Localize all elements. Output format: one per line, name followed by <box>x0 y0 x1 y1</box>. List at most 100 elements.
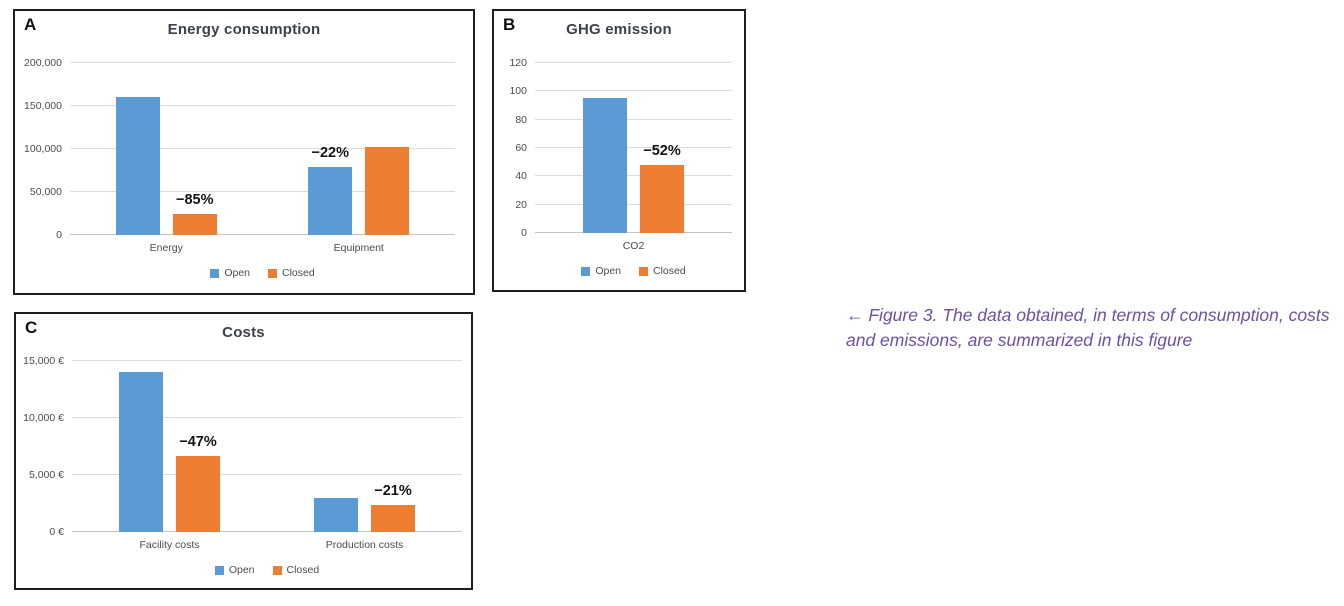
gridline <box>535 118 732 120</box>
gridline <box>535 147 732 148</box>
category-group-production-costs: −21% <box>267 361 462 532</box>
gridline <box>72 474 462 475</box>
y-axis-tick-label: 100,000 <box>24 143 62 155</box>
x-axis-labels: CO2 <box>535 240 732 252</box>
y-axis-tick-label: 10,000 € <box>23 412 64 424</box>
plot-area: 120 100 80 60 40 20 0 −52% <box>509 57 732 239</box>
bar-open-facility-costs <box>119 372 163 532</box>
gridline <box>70 191 455 192</box>
chart-panel-costs: C Costs 15,000 € 10,000 € 5,000 € 0 € −47% −2… <box>14 312 473 590</box>
chart-title-costs: Costs <box>222 324 265 341</box>
chart-legend: Open Closed <box>535 265 732 277</box>
chart-legend: Open Closed <box>72 564 462 576</box>
chart-title-energy-consumption: Energy consumption <box>167 21 321 38</box>
barwrap <box>115 63 160 235</box>
legend-item-open: Open <box>210 267 250 279</box>
barwrap: −22% <box>308 63 353 235</box>
y-axis-tick-label: 5,000 € <box>28 469 64 481</box>
category-label-equipment: Equipment <box>333 242 384 254</box>
legend-item-open: Open <box>214 564 255 576</box>
chart-panel-energy-consumption: A Energy consumption 200,000 150,000 100,0… <box>13 9 475 295</box>
category-group-equipment: −22% <box>263 63 456 235</box>
gridline <box>72 360 462 361</box>
y-axis-tick-label: 50,000 <box>29 186 62 198</box>
y-axis-tick-label: 0 <box>521 227 527 239</box>
x-axis-line <box>535 232 732 233</box>
panel-letter-b: B <box>503 15 516 34</box>
gridline <box>535 203 732 205</box>
bar-closed-production-costs <box>371 504 415 532</box>
chart-panel-ghg-emission: B GHG emission 120 100 80 60 40 20 0 −52% CO2 O… <box>492 9 746 292</box>
gridline <box>535 62 732 63</box>
category-label-energy: Energy <box>149 242 183 254</box>
gridline <box>70 105 455 106</box>
bar-closed-equipment <box>365 147 410 235</box>
legend-swatch-icon <box>210 268 220 278</box>
y-axis-tick-label: 0 <box>56 229 62 241</box>
legend-item-closed: Closed <box>268 267 315 279</box>
legend-swatch-icon <box>214 565 224 575</box>
y-axis-tick-label: 120 <box>509 57 527 69</box>
percent-change-label: −52% <box>643 143 681 159</box>
legend-label: Open <box>224 267 250 279</box>
barwrap <box>119 361 163 532</box>
bar-closed-facility-costs <box>176 455 220 532</box>
category-group-energy: −85% <box>70 63 263 235</box>
x-axis-labels: Facility costs Production costs <box>72 539 462 551</box>
percent-change-label: −21% <box>374 482 412 499</box>
y-axis-tick-label: 100 <box>509 85 527 98</box>
bar-closed-energy <box>172 214 217 235</box>
figure-caption: ← Figure 3. The data obtained, in terms … <box>846 305 1330 351</box>
legend-swatch-icon <box>268 268 277 278</box>
category-label-facility-costs: Facility costs <box>139 539 200 551</box>
y-axis-tick-label: 200,000 <box>24 57 62 69</box>
legend-label: Closed <box>286 564 320 576</box>
gridline <box>535 90 732 92</box>
barwrap <box>583 63 627 233</box>
chart-legend: Open Closed <box>70 267 455 279</box>
gridline <box>72 417 462 418</box>
plot-area: 15,000 € 10,000 € 5,000 € 0 € −47% −21% <box>23 355 462 538</box>
plot-area: 200,000 150,000 100,000 50,000 0 −85% −22% <box>24 57 455 241</box>
legend-swatch-icon <box>639 266 648 276</box>
x-axis-labels: Energy Equipment <box>70 242 455 254</box>
x-axis-line <box>70 234 455 235</box>
y-axis-tick-label: 20 <box>515 198 527 211</box>
legend-label: Open <box>228 564 255 576</box>
bar-open-equipment <box>308 167 353 235</box>
gridline <box>70 62 455 63</box>
legend-item-open: Open <box>581 265 621 277</box>
y-axis-tick-label: 150,000 <box>24 100 62 112</box>
percent-change-label: −47% <box>179 433 217 450</box>
legend-label: Closed <box>282 267 315 279</box>
barwrap: −21% <box>371 361 415 532</box>
y-axis-tick-label: 80 <box>515 113 527 126</box>
panel-letter-a: A <box>24 15 37 34</box>
legend-swatch-icon <box>272 565 282 575</box>
bar-groups: −85% −22% <box>70 63 455 235</box>
category-label-production-costs: Production costs <box>325 539 404 551</box>
legend-swatch-icon <box>581 266 591 276</box>
percent-change-label: −85% <box>176 192 214 209</box>
y-axis-tick-label: 0 € <box>49 526 64 538</box>
x-axis-line <box>72 531 462 532</box>
bar-groups: −47% −21% <box>72 361 462 532</box>
y-axis-tick-label: 40 <box>515 170 527 183</box>
legend-label: Closed <box>653 265 686 277</box>
bar-open-energy <box>115 97 160 235</box>
barwrap: −47% <box>176 361 220 532</box>
category-group-co2: −52% <box>535 63 732 233</box>
barwrap <box>365 63 410 235</box>
chart-title-ghg-emission: GHG emission <box>566 21 672 38</box>
barwrap <box>314 361 358 532</box>
panel-letter-c: C <box>25 318 38 337</box>
legend-item-closed: Closed <box>272 564 320 576</box>
barwrap: −85% <box>172 63 217 235</box>
category-label-co2: CO2 <box>622 240 645 252</box>
legend-label: Open <box>595 265 621 277</box>
category-group-facility-costs: −47% <box>72 361 267 532</box>
bar-open-co2 <box>583 98 627 233</box>
bar-open-production-costs <box>314 497 358 532</box>
y-axis-tick-label: 15,000 € <box>23 355 64 367</box>
gridline <box>535 175 732 177</box>
